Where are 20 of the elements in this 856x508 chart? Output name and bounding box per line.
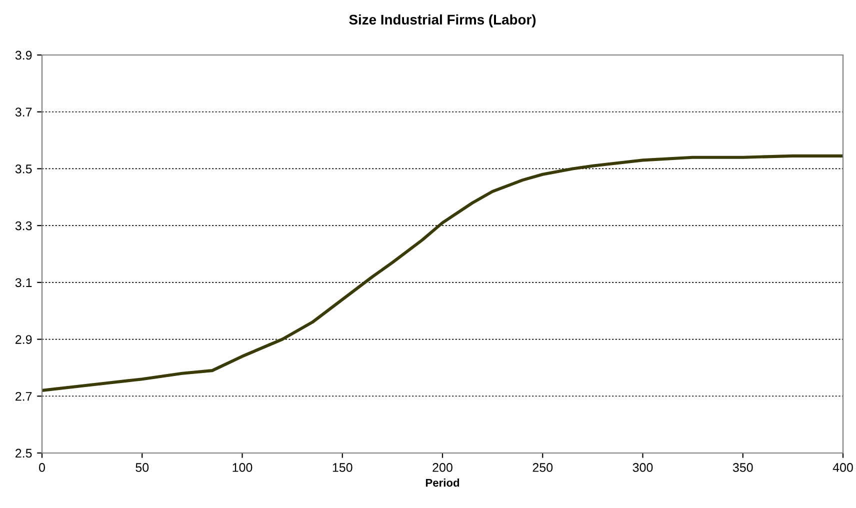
x-tick-label: 250 xyxy=(532,463,553,472)
x-tick-label: 0 xyxy=(39,463,45,472)
x-tick-label: 400 xyxy=(832,463,853,472)
x-tick-label: 200 xyxy=(432,463,452,472)
y-tick-label: 3.1 xyxy=(15,278,32,288)
y-tick-label: 2.7 xyxy=(16,392,32,401)
y-tick-label: 3.3 xyxy=(15,221,32,230)
y-tick-label: 3.5 xyxy=(15,164,32,174)
chart-title: Size Industrial Firms (Labor) xyxy=(349,14,536,28)
y-tick-label: 3.9 xyxy=(15,50,32,60)
x-axis-title: Period xyxy=(426,478,460,487)
x-tick-label: 150 xyxy=(332,463,352,472)
line-series xyxy=(42,154,843,392)
x-tick-label: 50 xyxy=(136,463,149,472)
y-tick-label: 3.7 xyxy=(15,108,32,117)
x-tick-label: 100 xyxy=(232,463,252,472)
x-tick-label: 300 xyxy=(632,463,653,472)
y-tick-label: 2.5 xyxy=(16,448,32,458)
x-tick-label: 350 xyxy=(732,463,753,472)
y-tick-label: 2.9 xyxy=(16,335,32,344)
